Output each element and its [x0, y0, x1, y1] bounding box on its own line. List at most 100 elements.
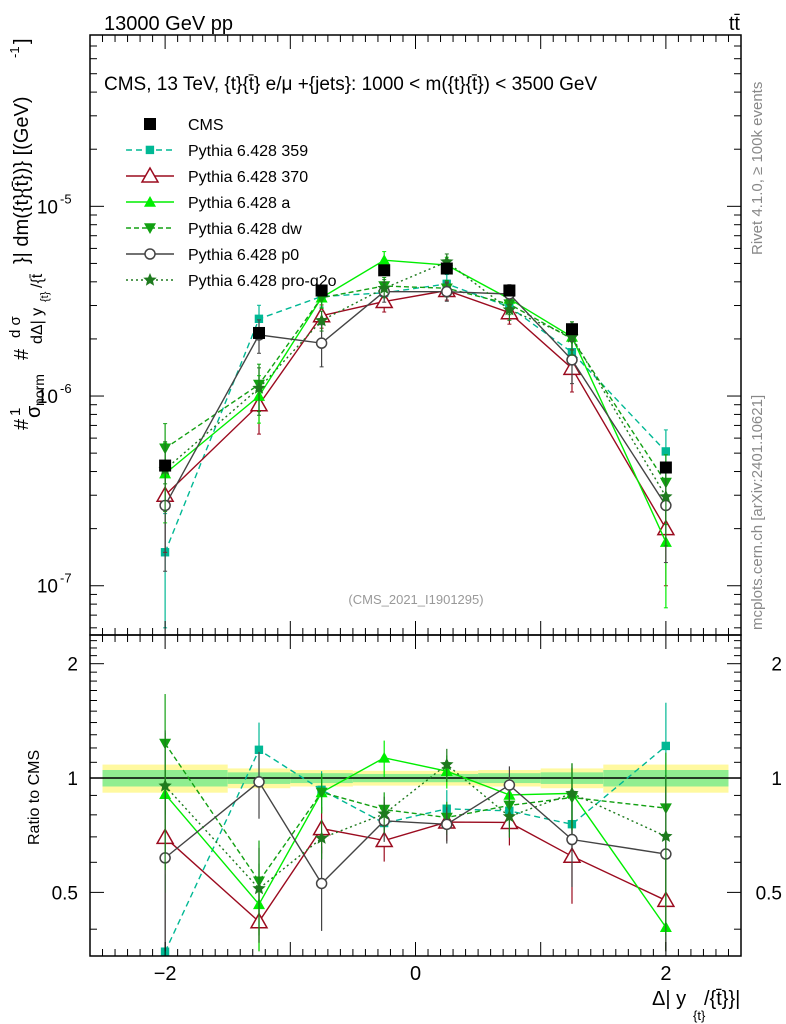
ratio-series-line	[164, 743, 666, 883]
marker	[252, 881, 266, 895]
ylabel-tail: /{t̄	[29, 273, 46, 288]
ratio-series-line	[164, 757, 667, 928]
data-marker	[159, 459, 172, 472]
ratio-series-2	[159, 732, 672, 952]
marker	[441, 818, 453, 831]
marker	[315, 877, 328, 890]
series-line	[164, 260, 667, 497]
mcplots-label: mcplots.cern.ch [arXiv:2401.10621]	[749, 395, 766, 630]
marker	[377, 281, 391, 294]
ratio-tick-label-right: 1	[771, 769, 782, 790]
xlabel-sub: {t}	[693, 1008, 706, 1023]
ratio-series-line	[164, 780, 666, 885]
marker	[315, 787, 328, 799]
legend-label: CMS	[188, 117, 224, 134]
marker	[254, 314, 264, 324]
marker	[144, 196, 156, 207]
marker	[253, 776, 265, 788]
data-marker	[659, 461, 672, 474]
marker	[565, 786, 579, 800]
ratio-series-5	[158, 730, 673, 943]
series-3	[159, 276, 672, 526]
marker	[377, 807, 391, 820]
ratio-tick-label: 2	[67, 655, 78, 676]
xlabel-tail: /{t̄}}|	[704, 988, 740, 1010]
series-line	[164, 259, 667, 543]
series-0	[160, 274, 670, 629]
marker	[254, 745, 264, 755]
legend-label: Pythia 6.428 359	[188, 143, 308, 160]
marker	[143, 273, 157, 286]
y-axis-label: # 1 σ norm # d σ dΔ| y {t} /{t̄ }| dm({t…	[7, 38, 51, 430]
ylabel-rest: }| dm({t}{t̄})} [(GeV)	[11, 97, 33, 265]
x-tick-label: 0	[410, 963, 421, 985]
y-tick-exponent: -5	[60, 191, 72, 206]
ratio-tick-label-right: 0.5	[756, 883, 782, 904]
legend-item: Pythia 6.428 dw	[126, 221, 302, 238]
axes-layer: 10-710-610 -5−2 0 20.5 0.51 12 2	[37, 34, 782, 985]
marker	[144, 248, 156, 260]
series-2	[159, 251, 672, 609]
legend-item: Pythia 6.428 a	[126, 195, 290, 212]
ratio-tick-label: 1	[67, 769, 78, 790]
marker	[140, 166, 160, 183]
ylabel-hash: #	[11, 418, 33, 430]
header-left: 13000 GeV pp	[104, 13, 233, 35]
marker	[158, 778, 172, 792]
ylabel-hash2: #	[11, 348, 33, 360]
legend-item: CMS	[144, 117, 224, 134]
x-tick-label: −2	[154, 963, 177, 985]
series-line	[164, 289, 667, 529]
xlabel-main: Δ| y	[652, 988, 686, 1010]
series-line	[164, 285, 667, 483]
header-right: tt̄	[729, 13, 741, 35]
y-tick-label: 10	[37, 577, 58, 598]
legend-label: Pythia 6.428 pro-q2o	[188, 273, 337, 290]
marker	[314, 831, 329, 844]
legend-item: Pythia 6.428 pro-q2o	[126, 273, 337, 290]
ylabel-one: 1	[7, 408, 24, 416]
ratio-tick-label-right: 2	[771, 655, 782, 676]
data-marker	[315, 284, 328, 297]
ylabel-sub: {t}	[39, 291, 51, 302]
ratio-series-line	[164, 763, 667, 890]
marker	[252, 381, 266, 394]
ratio-y-label: Ratio to CMS	[26, 750, 43, 845]
chart-title: CMS, 13 TeV, {t}{t̄} e/μ +{jets}: 1000 <…	[104, 74, 597, 95]
data-marker	[440, 262, 453, 275]
y-tick-label: 10	[37, 387, 58, 408]
ratio-series-line	[164, 821, 667, 923]
marker	[661, 447, 670, 456]
ratio-series-1	[155, 770, 676, 952]
data-marker	[565, 323, 578, 336]
legend-item: Pythia 6.428 370	[126, 166, 308, 186]
marker	[566, 354, 578, 366]
data-marker	[253, 326, 266, 339]
legend-label: Pythia 6.428 a	[188, 195, 290, 212]
marker	[441, 285, 453, 298]
y-tick-exponent: -6	[60, 381, 72, 396]
rivet-label: Rivet 4.1.0, ≥ 100k events	[749, 82, 766, 255]
marker	[315, 337, 328, 349]
data-marker	[378, 264, 391, 277]
marker	[659, 829, 673, 842]
series-5	[158, 253, 673, 547]
marker	[502, 809, 517, 823]
ratio-series-3	[159, 694, 672, 936]
legend-label: Pythia 6.428 p0	[188, 247, 299, 264]
x-tick-label: 2	[660, 963, 671, 985]
ratio-series-layer	[155, 694, 676, 956]
ratio-series-line	[164, 745, 667, 953]
marker	[661, 741, 670, 751]
ylabel-sigma: σ	[23, 405, 45, 418]
legend-label: Pythia 6.428 dw	[188, 221, 302, 238]
legend: CMS Pythia 6.428 359 Pythia 6.428 370 Pythi…	[126, 117, 337, 290]
series-1	[155, 280, 676, 587]
marker	[378, 751, 391, 763]
ratio-frame	[89, 634, 742, 957]
data-marker	[503, 284, 516, 297]
ylabel-norm: norm	[31, 374, 47, 406]
legend-item: Pythia 6.428 359	[126, 143, 308, 160]
legend-item: Pythia 6.428 p0	[126, 247, 299, 264]
